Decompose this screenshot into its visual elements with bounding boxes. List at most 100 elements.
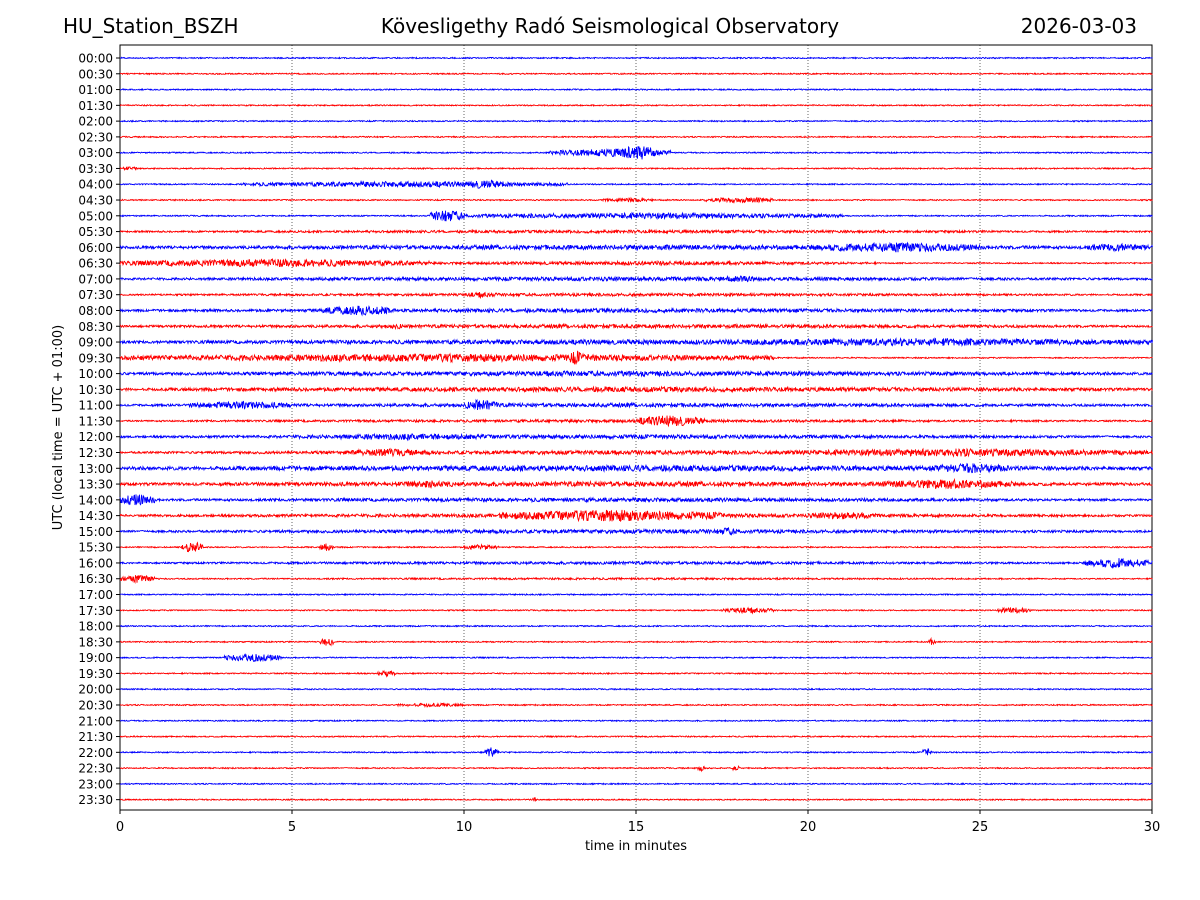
trace-1800 — [119, 624, 1153, 628]
date-label: 2026-03-03 — [1020, 14, 1137, 38]
y-tick-label: 00:00 — [78, 52, 113, 66]
trace-0600 — [119, 241, 1153, 253]
y-tick-label: 04:00 — [78, 178, 113, 192]
y-tick-label: 07:30 — [78, 288, 113, 302]
y-tick-label: 01:00 — [78, 83, 113, 97]
trace-2100 — [119, 719, 1153, 723]
x-tick-label: 10 — [456, 820, 473, 835]
trace-1630 — [119, 574, 1153, 584]
trace-1400 — [119, 494, 1153, 506]
y-tick-label: 16:30 — [78, 572, 113, 586]
trace-0730 — [119, 291, 1153, 300]
y-tick-label: 02:00 — [78, 115, 113, 129]
y-tick-label: 15:30 — [78, 541, 113, 555]
trace-0400 — [119, 179, 1153, 189]
trace-0700 — [119, 275, 1153, 283]
trace-0100 — [119, 87, 1153, 92]
y-tick-label: 15:00 — [78, 525, 113, 539]
trace-1500 — [119, 526, 1153, 536]
trace-1730 — [119, 606, 1153, 615]
y-tick-label: 04:30 — [78, 194, 113, 208]
trace-1200 — [119, 432, 1153, 442]
y-tick-label: 20:30 — [78, 698, 113, 712]
x-tick-label: 25 — [972, 820, 989, 835]
trace-1130 — [119, 415, 1153, 428]
x-tick-label: 15 — [628, 820, 645, 835]
trace-2300 — [119, 782, 1153, 786]
trace-1030 — [120, 385, 1153, 394]
y-tick-label: 18:30 — [78, 635, 113, 649]
trace-0530 — [119, 228, 1153, 235]
y-tick-label: 23:30 — [78, 793, 113, 807]
trace-1830 — [119, 636, 1153, 647]
y-tick-label: 06:00 — [78, 241, 113, 255]
y-tick-label: 17:00 — [78, 588, 113, 602]
trace-1530 — [119, 541, 1153, 553]
y-tick-label: 11:00 — [78, 399, 113, 413]
trace-1300 — [119, 462, 1153, 474]
y-tick-label: 22:00 — [78, 746, 113, 760]
y-tick-label: 12:30 — [78, 446, 113, 460]
y-tick-label: 11:30 — [78, 414, 113, 428]
y-tick-label: 19:30 — [78, 667, 113, 681]
trace-1430 — [119, 509, 1153, 523]
trace-0800 — [119, 305, 1153, 317]
y-tick-label: 03:00 — [78, 146, 113, 160]
trace-0230 — [119, 135, 1153, 139]
trace-0030 — [119, 72, 1153, 76]
y-tick-label: 06:30 — [78, 257, 113, 271]
y-tick-label: 16:00 — [78, 556, 113, 570]
trace-0200 — [119, 119, 1153, 123]
y-tick-label: 13:30 — [78, 478, 113, 492]
trace-1100 — [119, 398, 1153, 411]
y-tick-label: 21:00 — [78, 714, 113, 728]
trace-0430 — [119, 196, 1153, 204]
y-tick-label: 07:00 — [78, 272, 113, 286]
y-tick-label: 22:30 — [78, 762, 113, 776]
trace-1700 — [119, 592, 1153, 597]
trace-0630 — [119, 257, 1153, 268]
x-tick-label: 30 — [1144, 820, 1161, 835]
y-tick-label: 01:30 — [78, 99, 113, 113]
y-tick-label: 21:30 — [78, 730, 113, 744]
trace-1900 — [119, 653, 1153, 663]
trace-2000 — [119, 687, 1153, 691]
y-tick-label: 09:30 — [78, 351, 113, 365]
y-tick-label: 18:00 — [78, 620, 113, 634]
trace-2330 — [119, 796, 1153, 803]
y-tick-label: 17:30 — [78, 604, 113, 618]
y-tick-label: 23:00 — [78, 777, 113, 791]
y-tick-label: 09:00 — [78, 336, 113, 350]
y-tick-label: 14:00 — [78, 493, 113, 507]
trace-1930 — [120, 669, 1153, 678]
y-tick-label: 05:00 — [78, 209, 113, 223]
y-tick-label: 19:00 — [78, 651, 113, 665]
trace-2030 — [119, 702, 1153, 708]
y-tick-label: 10:30 — [78, 383, 113, 397]
y-tick-label: 14:30 — [78, 509, 113, 523]
y-tick-label: 05:30 — [78, 225, 113, 239]
trace-0930 — [119, 350, 1153, 366]
trace-0330 — [119, 166, 1153, 171]
trace-0830 — [119, 322, 1153, 331]
trace-1230 — [119, 447, 1153, 458]
x-tick-label: 5 — [288, 820, 296, 835]
y-tick-label: 02:30 — [78, 130, 113, 144]
trace-1000 — [119, 369, 1153, 378]
station-label: HU_Station_BSZH — [63, 14, 239, 38]
y-tick-label: 13:00 — [78, 462, 113, 476]
trace-1330 — [119, 477, 1153, 490]
y-tick-label: 08:30 — [78, 320, 113, 334]
trace-0300 — [119, 145, 1153, 160]
y-tick-label: 03:30 — [78, 162, 113, 176]
trace-1600 — [119, 557, 1153, 570]
x-tick-label: 0 — [116, 820, 124, 835]
trace-2200 — [119, 747, 1153, 757]
y-tick-label: 08:00 — [78, 304, 113, 318]
trace-0130 — [119, 103, 1153, 107]
trace-0000 — [120, 56, 1153, 60]
trace-2130 — [119, 734, 1153, 739]
chart-title: Kövesligethy Radó Seismological Observat… — [380, 14, 840, 38]
y-tick-label: 00:30 — [78, 67, 113, 81]
